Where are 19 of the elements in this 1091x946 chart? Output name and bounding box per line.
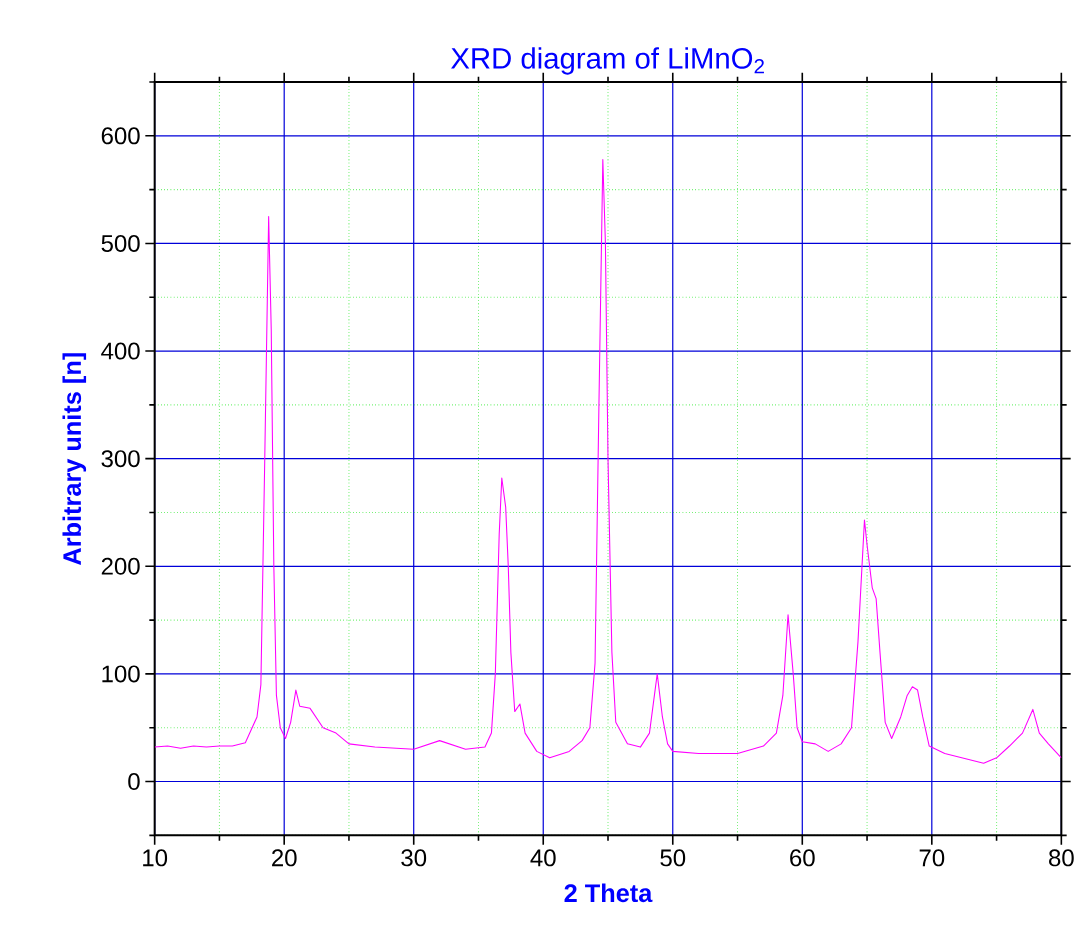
x-tick-label: 10 — [143, 849, 168, 867]
x-tick-label: 60 — [790, 849, 815, 867]
y-tick-label: 500 — [101, 234, 140, 252]
x-tick-label: 30 — [401, 849, 427, 867]
y-tick-label: 100 — [102, 665, 140, 683]
y-axis-title: Arbitrary units [n] — [62, 353, 87, 566]
y-tick-label: 0 — [128, 773, 140, 791]
x-tick-label: 80 — [1049, 849, 1074, 867]
line-series — [154, 158, 1062, 764]
chart-title: XRD diagram of LiMnO$_{2}$ — [451, 47, 764, 75]
x-axis-title: 2 Theta — [564, 883, 653, 903]
x-tick-label: 40 — [530, 849, 556, 867]
y-tick-label: 600 — [101, 127, 140, 145]
y-tick-label: 200 — [101, 557, 140, 575]
y-tick-label: 400 — [101, 342, 140, 360]
y-tick-label: 300 — [101, 450, 140, 468]
x-tick-label: 70 — [919, 849, 945, 867]
x-tick-label: 20 — [272, 849, 297, 867]
x-tick-label: 50 — [660, 849, 686, 867]
